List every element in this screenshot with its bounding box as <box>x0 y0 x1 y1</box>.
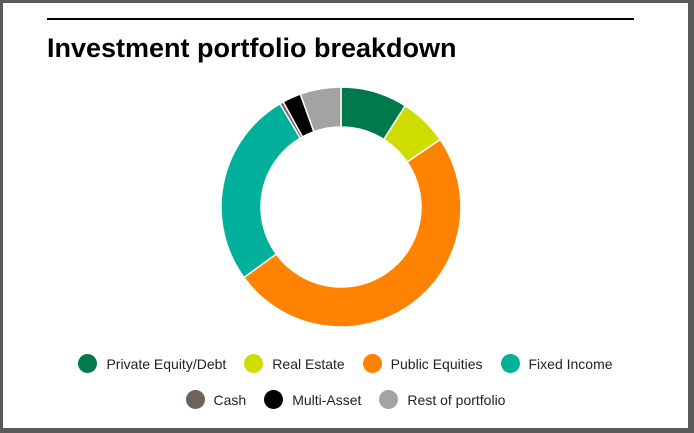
legend-item-public-equities: Public Equities <box>362 354 483 373</box>
legend-swatch <box>185 390 205 409</box>
legend-item-cash: Cash <box>185 390 247 409</box>
legend-swatch <box>78 354 98 373</box>
legend-label: Multi-Asset <box>292 391 362 408</box>
slice-rest-of-portfolio <box>299 86 342 133</box>
legend-swatch <box>500 354 520 373</box>
legend-label: Rest of portfolio <box>407 391 506 408</box>
legend-swatch <box>362 354 382 373</box>
legend-swatch <box>244 354 264 373</box>
legend-row-1: Private Equity/Debt Real Estate Public Equ… <box>3 354 688 373</box>
legend-label: Public Equities <box>390 355 483 372</box>
slice-public-equities <box>242 138 462 328</box>
chart-title: Investment portfolio breakdown <box>47 33 457 63</box>
legend-item-rest-of-portfolio: Rest of portfolio <box>379 390 505 409</box>
legend-item-private-equity-debt: Private Equity/Debt <box>78 354 226 373</box>
legend-swatch <box>379 390 399 409</box>
legend-label: Fixed Income <box>528 355 613 372</box>
legend-label: Private Equity/Debt <box>106 355 227 372</box>
donut-chart <box>220 86 462 328</box>
title-rule <box>47 18 634 20</box>
legend-label: Real Estate <box>272 355 345 372</box>
legend-item-fixed-income: Fixed Income <box>500 354 613 373</box>
slice-fixed-income <box>220 102 302 279</box>
chart-card: Investment portfolio breakdown Private E… <box>3 3 688 428</box>
legend-item-real-estate: Real Estate <box>244 354 345 373</box>
legend-row-2: Cash Multi-Asset Rest of portfolio <box>3 390 688 409</box>
legend-swatch <box>264 390 284 409</box>
legend-item-multi-asset: Multi-Asset <box>264 390 361 409</box>
legend-label: Cash <box>213 391 247 408</box>
